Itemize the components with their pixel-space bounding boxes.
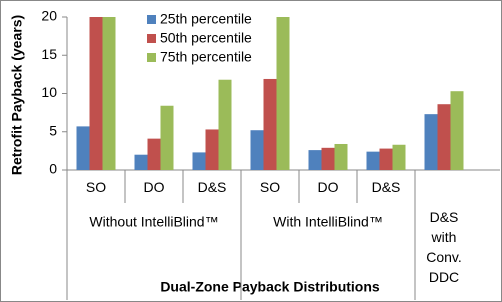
bar (424, 114, 438, 170)
bar (250, 130, 264, 170)
bar (102, 17, 116, 170)
bar (160, 105, 174, 170)
y-tick-label: 10 (41, 84, 57, 100)
legend-label: 25th percentile (160, 11, 252, 27)
legend-label: 75th percentile (160, 49, 252, 65)
x-axis-title: Dual-Zone Payback Distributions (160, 279, 380, 295)
x-tick-label: D&S with Conv. DDC (426, 209, 462, 285)
bar (192, 152, 206, 170)
x-tick-label: SO (85, 179, 107, 195)
bar (134, 154, 148, 170)
legend-swatch (147, 34, 156, 43)
y-tick-label: 5 (49, 122, 57, 138)
legend-swatch (147, 15, 156, 24)
x-tick-label: SO (259, 179, 281, 195)
bar (76, 126, 90, 170)
legend-label: 50th percentile (160, 30, 252, 46)
legend-swatch (147, 53, 156, 62)
bar (366, 151, 380, 170)
bar (321, 147, 335, 170)
bar (89, 17, 103, 170)
x-tick-label: DO (317, 179, 339, 195)
bar (147, 138, 161, 170)
group-label: Without IntelliBlind™ (89, 214, 218, 230)
x-tick-label: D&S (197, 179, 227, 195)
bar (308, 150, 322, 170)
bar (437, 104, 451, 170)
bar (263, 78, 277, 170)
bar (379, 148, 393, 170)
bar (450, 91, 464, 170)
group-label: With IntelliBlind™ (273, 214, 383, 230)
bar (334, 143, 348, 170)
y-axis-title: Retrofit Payback (years) (9, 15, 25, 175)
x-tick-label: DO (143, 179, 165, 195)
bar (218, 79, 232, 170)
bar (392, 144, 406, 170)
bar (276, 17, 290, 170)
y-tick-label: 0 (49, 161, 57, 177)
y-tick-label: 20 (41, 8, 57, 24)
x-tick-label: D&S (371, 179, 401, 195)
bar (205, 129, 219, 170)
y-tick-label: 15 (41, 46, 57, 62)
